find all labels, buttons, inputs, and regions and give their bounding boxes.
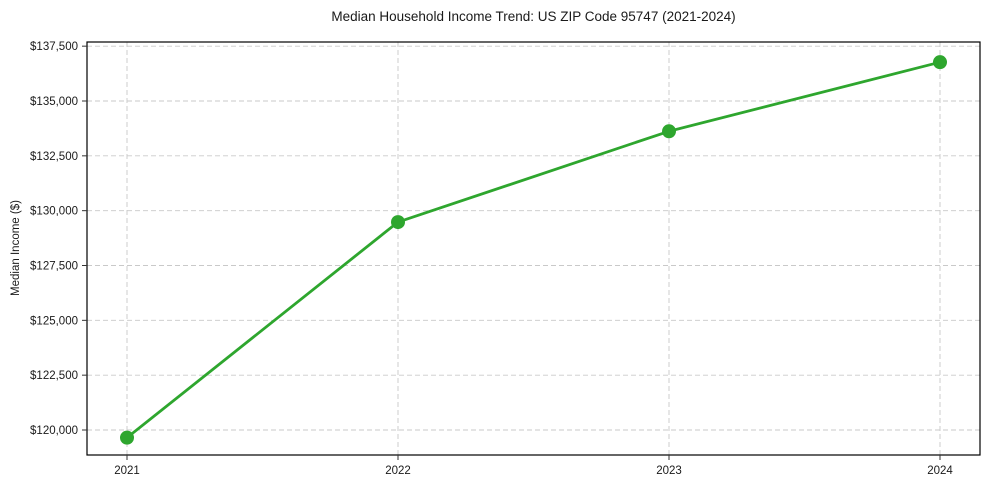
x-tick-label: 2021	[114, 465, 140, 477]
data-point-2024	[933, 55, 947, 70]
chart-title: Median Household Income Trend: US ZIP Co…	[331, 9, 736, 24]
y-tick-label: $122,500	[30, 370, 78, 382]
data-point-2022	[391, 215, 405, 230]
x-tick-label: 2023	[656, 465, 682, 477]
y-tick-label: $132,500	[30, 151, 78, 163]
data-point-2023	[662, 124, 676, 139]
y-tick-label: $125,000	[30, 315, 78, 327]
x-tick-label: 2022	[385, 465, 411, 477]
y-axis-label: Median Income ($)	[10, 200, 22, 296]
y-tick-label: $120,000	[30, 425, 78, 437]
y-tick-label: $127,500	[30, 260, 78, 272]
y-tick-label: $137,500	[30, 41, 78, 53]
y-tick-label: $130,000	[30, 206, 78, 218]
plot-border	[86, 41, 981, 456]
trend-line	[125, 60, 942, 440]
x-tick-label: 2024	[927, 465, 953, 477]
data-point-2021	[120, 430, 134, 445]
y-tick-label: $135,000	[30, 96, 78, 108]
